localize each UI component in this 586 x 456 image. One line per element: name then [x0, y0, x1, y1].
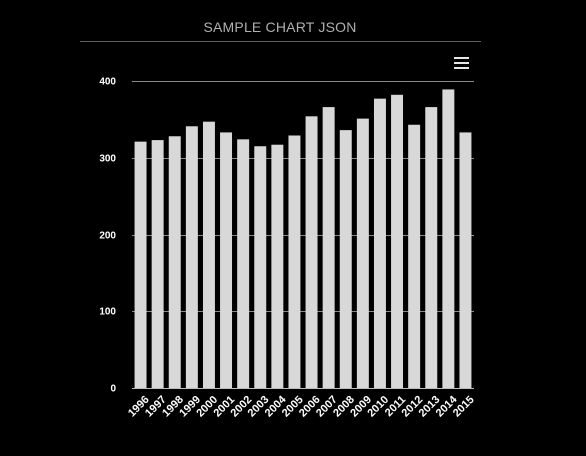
x-axis-ticks: 1996199719981999200020012002200320042005…	[126, 393, 477, 419]
chart-title: SAMPLE CHART JSON	[203, 19, 357, 35]
bar-2003[interactable]	[254, 146, 267, 388]
bar-2005[interactable]	[288, 135, 301, 388]
grid-lines	[132, 81, 474, 389]
title-divider	[80, 41, 481, 42]
bar-2006[interactable]	[305, 116, 318, 388]
bar-1996[interactable]	[134, 141, 147, 388]
y-tick-label: 0	[110, 384, 116, 395]
bar-2014[interactable]	[442, 89, 455, 388]
bar-2004[interactable]	[271, 144, 284, 388]
bar-2015[interactable]	[459, 132, 472, 388]
bar-2013[interactable]	[425, 107, 438, 388]
bar-1999[interactable]	[185, 126, 198, 388]
bar-2009[interactable]	[356, 118, 369, 389]
y-axis-ticks: 0 100 200 300 400	[99, 77, 116, 395]
bar-2012[interactable]	[408, 124, 421, 388]
bar-2002[interactable]	[237, 139, 250, 388]
bar-2011[interactable]	[391, 94, 404, 388]
y-tick-label: 100	[99, 307, 116, 318]
bar-1998[interactable]	[168, 136, 181, 388]
y-tick-label: 300	[99, 154, 116, 165]
bars	[134, 89, 472, 389]
bar-2007[interactable]	[322, 107, 335, 388]
bar-2008[interactable]	[339, 130, 352, 388]
y-tick-label: 400	[99, 77, 116, 88]
bar-1997[interactable]	[151, 140, 164, 388]
bar-2010[interactable]	[373, 98, 386, 389]
hamburger-menu-icon[interactable]	[454, 57, 472, 71]
bar-2001[interactable]	[220, 132, 233, 388]
y-tick-label: 200	[99, 231, 116, 242]
bar-2000[interactable]	[202, 121, 215, 389]
